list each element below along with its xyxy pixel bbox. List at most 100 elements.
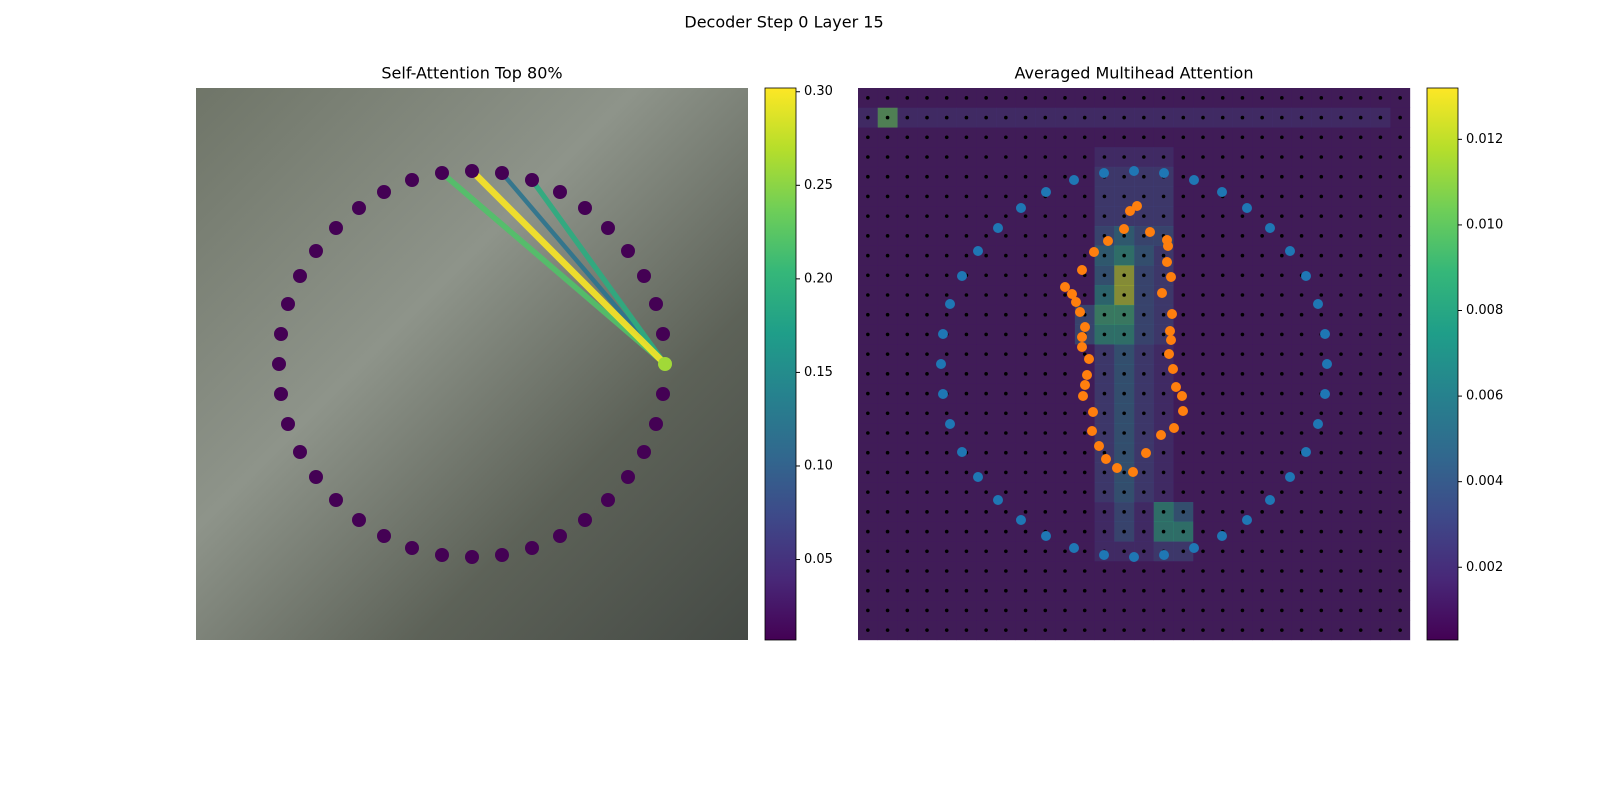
grid-dot <box>984 135 988 140</box>
grid-dot <box>1181 214 1186 218</box>
grid-dot <box>1319 352 1324 356</box>
grid-dot <box>1122 155 1126 159</box>
grid-dot <box>1398 96 1402 100</box>
grid-dot <box>1339 332 1343 337</box>
grid-dot <box>1260 608 1264 613</box>
grid-dot <box>944 352 949 356</box>
point <box>293 445 307 459</box>
grid-dot <box>1319 253 1324 258</box>
grid-dot <box>1023 529 1028 534</box>
grid-dot <box>1004 431 1008 435</box>
grid-dot <box>1181 312 1186 317</box>
grid-dot <box>1260 628 1264 632</box>
grid-dot <box>1102 450 1107 455</box>
grid-dot <box>984 174 988 179</box>
point <box>973 472 983 482</box>
grid-dot <box>1339 549 1343 554</box>
grid-dot <box>1201 628 1205 632</box>
grid-dot <box>1043 312 1048 317</box>
point <box>601 221 615 235</box>
point <box>1067 289 1077 299</box>
grid-dot <box>1398 332 1402 337</box>
point <box>936 359 946 369</box>
grid-dot <box>964 253 969 258</box>
grid-dot <box>1398 411 1402 416</box>
grid-dot <box>905 569 910 573</box>
grid-dot <box>866 510 870 514</box>
grid-dot <box>984 293 988 297</box>
grid-dot <box>1299 174 1304 179</box>
grid-dot <box>1240 431 1245 435</box>
grid-dot <box>1398 194 1402 199</box>
grid-dot <box>885 312 890 317</box>
grid-dot <box>1122 569 1126 573</box>
grid-dot <box>984 115 988 120</box>
grid-dot <box>1280 194 1284 199</box>
grid-dot <box>885 96 890 100</box>
grid-dot <box>1299 214 1304 218</box>
grid-dot <box>1082 194 1087 199</box>
grid-dot <box>885 293 890 297</box>
grid-dot <box>866 372 870 376</box>
grid-dot <box>1339 293 1343 297</box>
grid-dot <box>1181 194 1186 199</box>
grid-dot <box>1220 155 1225 159</box>
grid-dot <box>1102 135 1107 140</box>
grid-dot <box>1122 372 1126 376</box>
grid-dot <box>1358 273 1363 278</box>
grid-dot <box>1260 194 1264 199</box>
grid-dot <box>1398 312 1402 317</box>
grid-dot <box>1398 450 1402 455</box>
point <box>1016 515 1026 525</box>
point <box>1112 463 1122 473</box>
point <box>1016 203 1026 213</box>
grid-dot <box>1102 431 1107 435</box>
attention-edge <box>469 168 668 367</box>
grid-dot <box>1082 352 1087 356</box>
grid-dot <box>905 332 910 337</box>
grid-dot <box>925 174 929 179</box>
grid-dot <box>1201 155 1205 159</box>
grid-dot <box>1260 234 1264 238</box>
grid-dot <box>1142 549 1146 554</box>
grid-dot <box>1142 431 1146 435</box>
grid-dot <box>1122 608 1126 613</box>
grid-dot <box>1260 96 1264 100</box>
grid-dot <box>1102 96 1107 100</box>
grid-dot <box>964 391 969 396</box>
grid-dot <box>964 214 969 218</box>
point <box>1189 175 1199 185</box>
grid-dot <box>1043 628 1048 632</box>
grid-dot <box>1142 588 1146 593</box>
grid-dot <box>984 312 988 317</box>
grid-dot <box>1142 312 1146 317</box>
grid-dot <box>984 391 988 396</box>
point <box>1080 380 1090 390</box>
grid-dot <box>1023 135 1028 140</box>
grid-dot <box>1043 96 1048 100</box>
grid-dot <box>905 470 910 475</box>
grid-dot <box>1260 510 1264 514</box>
grid-dot <box>964 510 969 514</box>
grid-dot <box>1220 96 1225 100</box>
attention-edge <box>440 170 667 367</box>
grid-dot <box>1240 490 1245 494</box>
grid-dot <box>1063 391 1067 396</box>
grid-dot <box>1299 391 1304 396</box>
grid-dot <box>1260 135 1264 140</box>
grid-dot <box>1358 312 1363 317</box>
grid-dot <box>964 174 969 179</box>
grid-dot <box>964 372 969 376</box>
point <box>1242 515 1252 525</box>
grid-dot <box>1220 273 1225 278</box>
grid-dot <box>885 332 890 337</box>
grid-dot <box>1102 411 1107 416</box>
grid-dot <box>925 450 929 455</box>
grid-dot <box>1043 450 1048 455</box>
grid-dot <box>1240 549 1245 554</box>
point <box>945 419 955 429</box>
grid-dot <box>866 214 870 218</box>
grid-dot <box>1004 549 1008 554</box>
grid-dot <box>866 490 870 494</box>
grid-dot <box>944 312 949 317</box>
